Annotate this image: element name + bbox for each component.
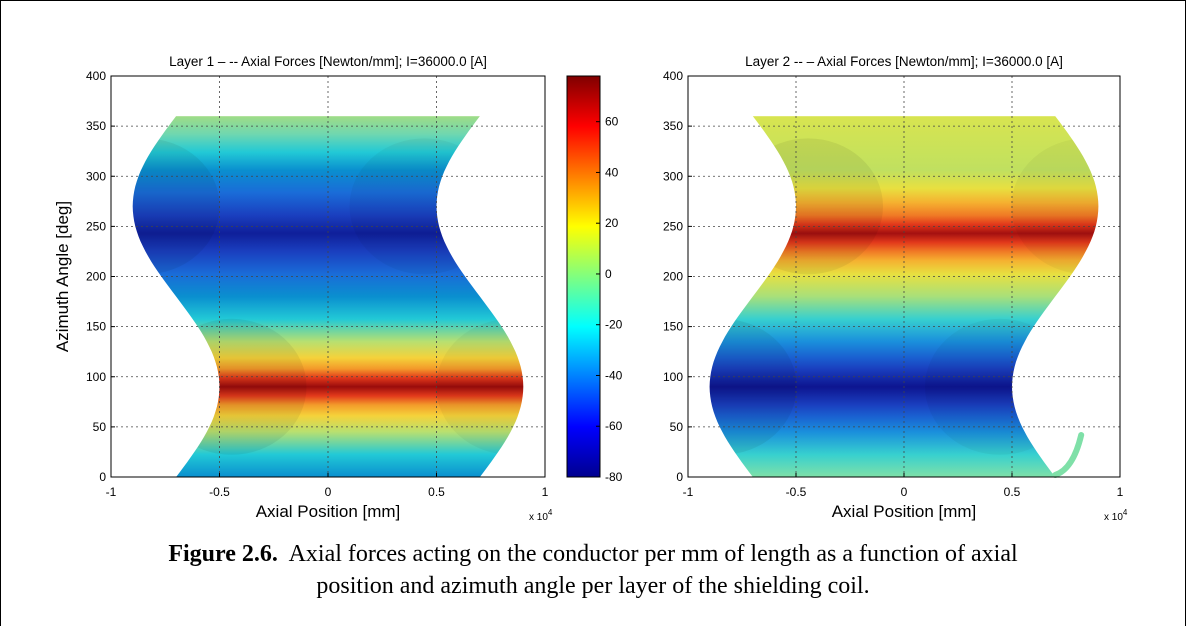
colorbar-tick-label: 0 xyxy=(605,267,612,281)
y-tick-label: 250 xyxy=(86,219,106,233)
x-tick-label: 0 xyxy=(901,485,908,499)
colorbar-frame xyxy=(566,75,601,478)
y-tick-label: 400 xyxy=(663,69,683,83)
layer1-plot: -1 -0.5 0 0.5 1 0 50 100 150 200 250 300 350 400 x 104… xyxy=(53,54,553,523)
x-tick-label: -0.5 xyxy=(786,485,807,499)
end-region-shade xyxy=(132,138,220,275)
x-tick-label: 0 xyxy=(325,485,332,499)
figure-label: Figure 2.6. xyxy=(168,541,278,567)
caption-text-2: position and azimuth angle per layer of … xyxy=(316,573,870,599)
y-tick-label: 50 xyxy=(93,420,107,434)
x-tick-label: -1 xyxy=(106,485,117,499)
colorbar-tick-label: 60 xyxy=(605,115,619,129)
y-tick-label: 350 xyxy=(663,119,683,133)
caption-text-1: Axial forces acting on the conductor per… xyxy=(288,541,1018,567)
colorbar-tick-label: -80 xyxy=(605,470,623,484)
y-tick-label: 150 xyxy=(663,320,683,334)
colorbar-tick-label: -20 xyxy=(605,318,623,332)
y-tick-label: 50 xyxy=(670,420,684,434)
y-tick-label: 150 xyxy=(86,320,106,334)
colorbar-tick-label: -40 xyxy=(605,368,623,382)
end-region-shade xyxy=(436,318,524,455)
plot-title: Layer 2 -- – Axial Forces [Newton/mm]; I… xyxy=(745,54,1063,69)
y-tick-label: 350 xyxy=(86,119,106,133)
x-tick-label: 0.5 xyxy=(1004,485,1021,499)
y-tick-label: 400 xyxy=(86,69,106,83)
y-axis-label: Azimuth Angle [deg] xyxy=(53,201,72,352)
x-axis-label: Axial Position [mm] xyxy=(832,502,977,521)
figure-caption-line2: position and azimuth angle per layer of … xyxy=(0,573,1186,600)
end-region-shade xyxy=(1011,138,1099,275)
y-tick-label: 0 xyxy=(99,470,106,484)
layer2-plot: -1 -0.5 0 0.5 1 0 50 100 150 200 250 300 350 400 x 104… xyxy=(663,54,1128,523)
x-tick-label: 1 xyxy=(1117,485,1124,499)
colorbar-tick-label: 40 xyxy=(605,165,619,179)
y-tick-label: 300 xyxy=(663,169,683,183)
x-multiplier: x 104 xyxy=(1104,508,1128,523)
y-tick-label: 100 xyxy=(663,370,683,384)
figure-caption-line1: Figure 2.6. Axial forces acting on the c… xyxy=(0,541,1186,568)
x-tick-label: 0.5 xyxy=(428,485,445,499)
x-multiplier: x 104 xyxy=(529,508,553,523)
colorbar: 60 40 20 0 -20 -40 -60 -80 xyxy=(566,75,623,484)
y-tick-label: 250 xyxy=(663,219,683,233)
y-tick-label: 200 xyxy=(663,270,683,284)
colorbar-tick-label: -60 xyxy=(605,419,623,433)
colorbar-gradient xyxy=(567,76,600,477)
x-tick-label: 1 xyxy=(542,485,549,499)
x-axis-label: Axial Position [mm] xyxy=(256,502,401,521)
colorbar-tick-label: 20 xyxy=(605,216,619,230)
plot-title: Layer 1 – -- Axial Forces [Newton/mm]; I… xyxy=(169,54,487,69)
y-tick-label: 100 xyxy=(86,370,106,384)
x-tick-label: -1 xyxy=(683,485,694,499)
y-tick-label: 300 xyxy=(86,169,106,183)
x-tick-label: -0.5 xyxy=(209,485,230,499)
y-tick-label: 0 xyxy=(676,470,683,484)
y-tick-label: 200 xyxy=(86,270,106,284)
end-region-shade xyxy=(709,318,797,455)
lead-tail xyxy=(1052,431,1085,478)
